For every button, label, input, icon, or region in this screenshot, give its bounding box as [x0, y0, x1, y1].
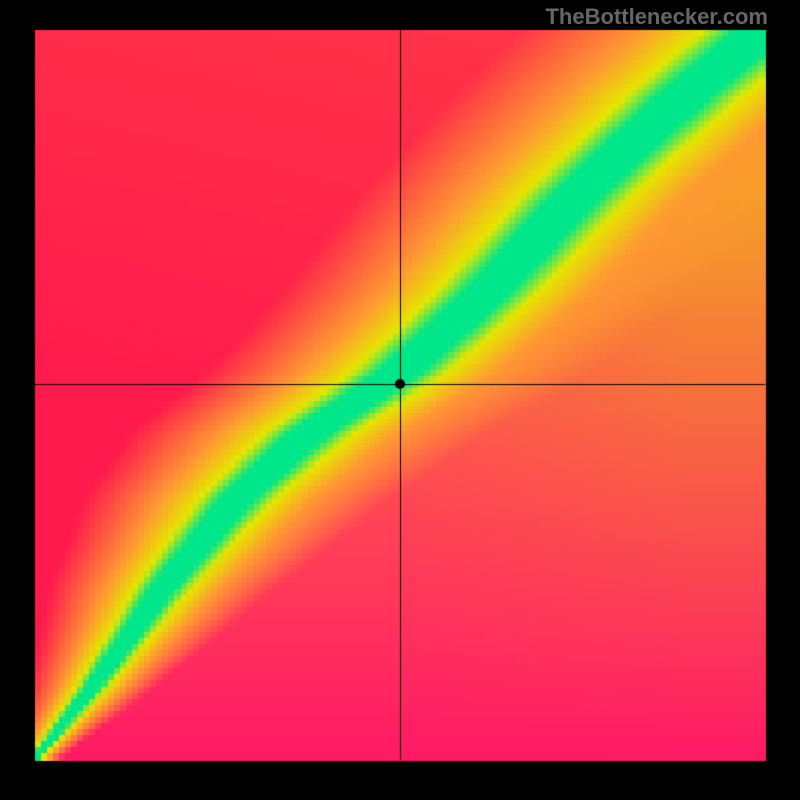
watermark-text: TheBottlenecker.com	[545, 4, 768, 30]
bottleneck-heatmap	[0, 0, 800, 800]
chart-container: TheBottlenecker.com	[0, 0, 800, 800]
